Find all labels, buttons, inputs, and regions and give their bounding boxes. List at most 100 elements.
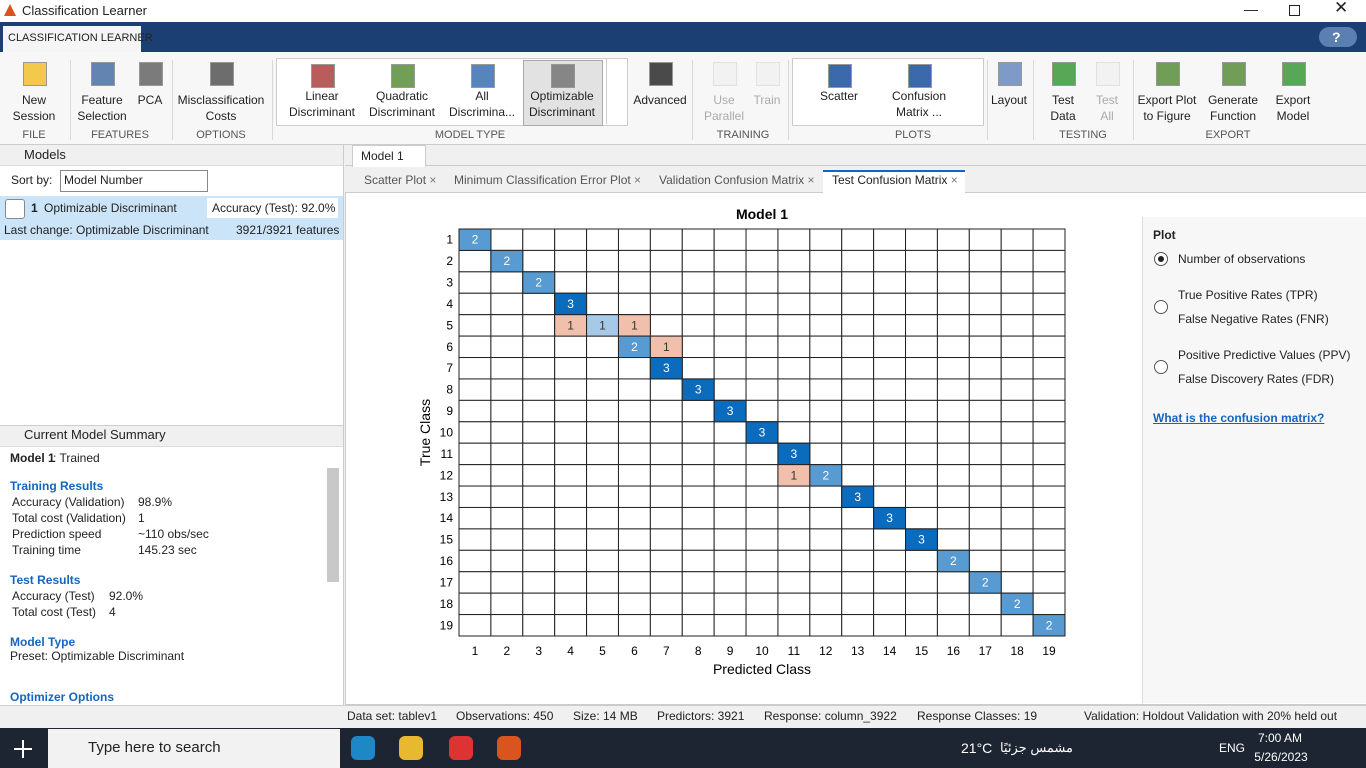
radio-label[interactable]: False Negative Rates (FNR) bbox=[1178, 312, 1329, 326]
help-link[interactable]: What is the confusion matrix? bbox=[1153, 411, 1325, 425]
restore-button[interactable] bbox=[1289, 5, 1300, 16]
start-button[interactable] bbox=[14, 740, 32, 758]
button-label[interactable]: Advanced bbox=[633, 93, 687, 107]
weather-text[interactable]: مشمس جزئيًا bbox=[1000, 740, 1073, 755]
help-button[interactable]: ? bbox=[1332, 29, 1341, 45]
button-label[interactable]: Linear bbox=[305, 89, 339, 103]
tab-close[interactable]: × bbox=[804, 173, 815, 187]
tab-close[interactable]: × bbox=[630, 173, 642, 187]
minimize-button[interactable]: — bbox=[1244, 1, 1258, 17]
clock-time[interactable]: 7:00 AM bbox=[1257, 731, 1303, 745]
button-label[interactable]: Quadratic bbox=[375, 89, 429, 103]
active-tab-bg[interactable] bbox=[823, 170, 965, 193]
document-tab-bg[interactable] bbox=[352, 145, 426, 167]
button-icon[interactable] bbox=[91, 62, 115, 86]
taskbar-app[interactable] bbox=[497, 736, 521, 760]
matrix-cell-bg bbox=[745, 506, 779, 530]
button-label[interactable]: Misclassification bbox=[177, 93, 265, 107]
taskbar-app[interactable] bbox=[449, 736, 473, 760]
button-label[interactable]: Test bbox=[1051, 93, 1075, 107]
close-button[interactable]: ✕ bbox=[1334, 0, 1349, 17]
matrix-cell-bg bbox=[586, 485, 619, 508]
button-label[interactable]: Discriminant bbox=[288, 105, 356, 119]
button-label[interactable]: Feature bbox=[81, 93, 123, 107]
button-icon[interactable] bbox=[828, 64, 852, 88]
radio-button[interactable] bbox=[1154, 300, 1168, 314]
taskbar-app[interactable] bbox=[351, 736, 375, 760]
button-label[interactable]: Costs bbox=[205, 109, 237, 123]
matrix-cell-bg bbox=[936, 357, 970, 380]
y-tick-label: 1 bbox=[446, 233, 453, 247]
matrix-cell-bg bbox=[777, 506, 811, 530]
button-label[interactable]: New bbox=[21, 93, 47, 107]
button-label[interactable]: Selection bbox=[77, 109, 127, 123]
taskbar-app[interactable] bbox=[399, 736, 423, 760]
cell-value: 3 bbox=[663, 361, 670, 375]
plot-tab[interactable]: Scatter Plot × bbox=[364, 173, 437, 187]
button-icon[interactable] bbox=[311, 64, 335, 88]
button-label[interactable]: Data bbox=[1050, 109, 1076, 123]
button-label[interactable]: to Figure bbox=[1143, 109, 1191, 123]
button-label[interactable]: Layout bbox=[990, 93, 1028, 107]
cell-value: 1 bbox=[599, 318, 606, 332]
x-tick-label: 9 bbox=[727, 644, 734, 658]
button-label[interactable]: Optimizable bbox=[530, 89, 594, 103]
summary-scrollbar[interactable] bbox=[327, 468, 339, 582]
radio-label[interactable]: False Discovery Rates (FDR) bbox=[1178, 372, 1335, 386]
button-label[interactable]: Export Plot bbox=[1137, 93, 1197, 107]
button-icon[interactable] bbox=[1282, 62, 1306, 86]
tab-close[interactable]: × bbox=[947, 173, 958, 187]
radio-label[interactable]: Number of observations bbox=[1178, 252, 1306, 266]
button-icon[interactable] bbox=[998, 62, 1022, 86]
weather-temp[interactable]: 21°C bbox=[961, 740, 993, 756]
radio-button[interactable] bbox=[1154, 360, 1168, 374]
matrix-cell-bg bbox=[841, 421, 875, 444]
language[interactable]: ENG bbox=[1219, 741, 1246, 755]
search-text[interactable]: Type here to search bbox=[88, 739, 221, 756]
button-label[interactable]: Session bbox=[12, 109, 56, 123]
model-number[interactable]: 1 bbox=[31, 201, 38, 215]
button-icon[interactable] bbox=[1052, 62, 1076, 86]
button-label[interactable]: All bbox=[475, 89, 489, 103]
radio-label[interactable]: Positive Predictive Values (PPV) bbox=[1178, 348, 1351, 362]
clock-date[interactable]: 5/26/2023 bbox=[1254, 750, 1308, 764]
matrix-cell-bg bbox=[936, 485, 970, 508]
button-label[interactable]: Model bbox=[1276, 109, 1310, 123]
button-icon[interactable] bbox=[1156, 62, 1180, 86]
ribbon-tab[interactable]: CLASSIFICATION LEARNER bbox=[8, 32, 153, 44]
ribbon-tab-bg[interactable] bbox=[3, 26, 141, 52]
gallery-dropdown[interactable] bbox=[606, 58, 627, 124]
plot-tab[interactable]: Test Confusion Matrix × bbox=[832, 173, 958, 187]
sort-value[interactable]: Model Number bbox=[64, 173, 143, 187]
button-label[interactable]: Function bbox=[1209, 109, 1257, 123]
button-label[interactable]: Scatter bbox=[819, 89, 859, 103]
button-icon[interactable] bbox=[908, 64, 932, 88]
document-tab[interactable]: Model 1 bbox=[361, 149, 404, 163]
summary-key: Total cost (Validation) bbox=[12, 511, 126, 525]
sort-dropdown[interactable] bbox=[60, 170, 208, 192]
button-label[interactable]: Discriminant bbox=[528, 105, 596, 119]
tab-close[interactable]: × bbox=[426, 173, 437, 187]
favorite-star[interactable] bbox=[5, 199, 25, 219]
plot-tab[interactable]: Validation Confusion Matrix × bbox=[659, 173, 815, 187]
button-label[interactable]: Confusion bbox=[891, 89, 947, 103]
button-icon[interactable] bbox=[391, 64, 415, 88]
plot-tab[interactable]: Minimum Classification Error Plot × bbox=[454, 173, 642, 187]
search-box[interactable] bbox=[48, 729, 340, 768]
button-label[interactable]: Generate bbox=[1207, 93, 1259, 107]
model-name[interactable]: Optimizable Discriminant bbox=[44, 201, 177, 215]
radio-label[interactable]: True Positive Rates (TPR) bbox=[1178, 288, 1318, 302]
button-label[interactable]: Export bbox=[1275, 93, 1311, 107]
button-icon[interactable] bbox=[551, 64, 575, 88]
button-icon[interactable] bbox=[471, 64, 495, 88]
button-icon[interactable] bbox=[139, 62, 163, 86]
button-label[interactable]: Discrimina... bbox=[448, 105, 516, 119]
button-label[interactable]: Discriminant bbox=[368, 105, 436, 119]
button-icon[interactable] bbox=[649, 62, 673, 86]
button-icon[interactable] bbox=[23, 62, 47, 86]
help-bg[interactable] bbox=[1319, 27, 1357, 47]
button-label[interactable]: PCA bbox=[137, 93, 163, 107]
button-label[interactable]: Matrix ... bbox=[895, 105, 943, 119]
button-icon[interactable] bbox=[210, 62, 234, 86]
button-icon[interactable] bbox=[1222, 62, 1246, 86]
